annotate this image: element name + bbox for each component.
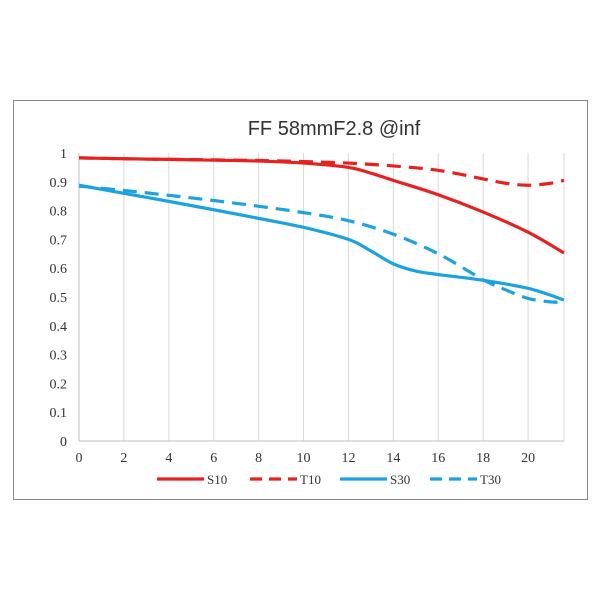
x-tick-label: 6 <box>210 451 217 466</box>
x-tick-label: 20 <box>521 451 535 466</box>
legend-label-s30: S30 <box>390 472 410 487</box>
x-tick-label: 4 <box>165 451 172 466</box>
x-tick-label: 10 <box>297 451 311 466</box>
series-line-t10 <box>78 156 565 187</box>
legend-label-t10: T10 <box>300 472 321 487</box>
chart-frame: FF 58mmF2.8 @inf 0 2 4 6 8 10 12 14 16 18 20 0 0.1 0.… <box>13 100 588 500</box>
y-tick-label: 0.5 <box>50 291 68 306</box>
legend-label-s10: S10 <box>207 472 227 487</box>
y-tick-label: 0.6 <box>50 262 68 277</box>
series-line-s30 <box>78 183 565 302</box>
legend: S10 T10 S30 T30 <box>157 472 501 487</box>
x-tick-label: 8 <box>255 451 262 466</box>
y-tick-label: 0 <box>60 435 67 450</box>
series-lines <box>78 156 565 304</box>
axes: 0 2 4 6 8 10 12 14 16 18 20 0 0.1 0.2 0.3 0.4 0.5 0.6 0.7 0… <box>50 147 564 466</box>
y-tick-label: 0.3 <box>50 349 68 364</box>
x-tick-label: 12 <box>341 451 355 466</box>
series-line-s10 <box>78 156 565 255</box>
x-tick-label: 14 <box>386 451 400 466</box>
y-tick-label: 0.7 <box>50 233 68 248</box>
y-tick-label: 0.4 <box>50 320 68 335</box>
series-line-t30 <box>78 184 565 304</box>
y-tick-label: 1 <box>60 147 67 162</box>
x-tick-label: 0 <box>76 451 83 466</box>
y-tick-label: 0.2 <box>50 377 68 392</box>
x-tick-label: 18 <box>476 451 490 466</box>
y-tick-label: 0.1 <box>50 406 68 421</box>
mtf-chart: FF 58mmF2.8 @inf 0 2 4 6 8 10 12 14 16 18 20 0 0.1 0.… <box>50 118 565 487</box>
x-tick-label: 2 <box>120 451 127 466</box>
y-tick-label: 0.8 <box>50 205 68 220</box>
legend-label-t30: T30 <box>480 472 501 487</box>
y-tick-label: 0.9 <box>50 176 68 191</box>
x-tick-label: 16 <box>431 451 445 466</box>
chart-title: FF 58mmF2.8 @inf <box>248 118 421 140</box>
